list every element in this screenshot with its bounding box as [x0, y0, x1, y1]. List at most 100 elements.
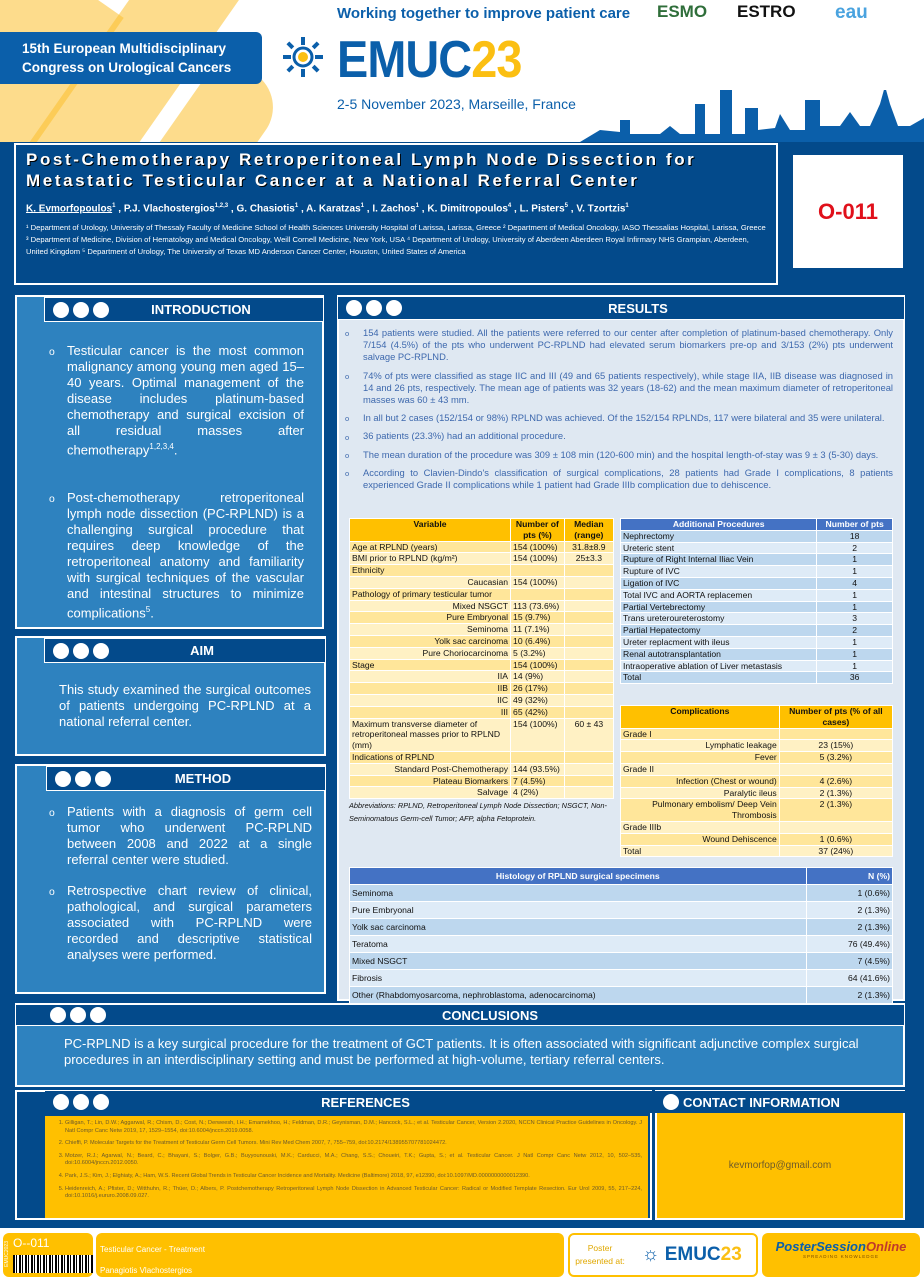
table-row: Total IVC and AORTA replacemen 1 — [619, 588, 893, 602]
count-cell: 5 (3.2%) — [510, 646, 565, 660]
count-cell: 18 — [816, 529, 893, 543]
count-cell: 15 (9.7%) — [510, 611, 565, 625]
procedure-cell: Trans ureteroureterostomy — [619, 612, 818, 626]
complication-cell: Wound Dehiscence — [620, 832, 780, 846]
complication-cell: Infection (Chest or wound) — [620, 774, 780, 788]
procedure-cell: Ureteric stent — [619, 541, 818, 555]
table-row: Grade II — [620, 762, 894, 776]
dot-icon — [663, 1094, 679, 1110]
abbreviations-note: Abbreviations: RPLND, Retroperitoneal Ly… — [349, 801, 607, 824]
table-row: Plateau Biomarkers 7 (4.5%) — [348, 774, 615, 788]
median-cell — [563, 750, 615, 764]
footer-topic: Testicular Cancer - Treatment — [100, 1245, 205, 1254]
event-logo-text: EMUC23 — [337, 31, 522, 89]
count-cell: 4 (2%) — [510, 786, 565, 800]
author-name: A. Karatzas — [306, 203, 361, 215]
postersessiononline-logo[interactable]: PosterSessionOnline SPREADING KNOWLEDGE — [762, 1233, 920, 1277]
count-cell: 154 (100%) — [510, 540, 565, 554]
results-point: 74% of pts were classified as stage IIC … — [345, 370, 893, 407]
table-row: Pure Embryonal 15 (9.7%) — [348, 611, 615, 625]
median-cell — [563, 587, 615, 601]
complication-cell: Grade IIIb — [620, 820, 780, 834]
author-name: V. Tzortzis — [576, 203, 626, 215]
table-row: Lymphatic leakage 23 (15%) — [620, 739, 894, 753]
poster-title: Post-Chemotherapy Retroperitoneal Lymph … — [26, 150, 697, 190]
variable-cell: Salvage — [348, 786, 512, 800]
table-row: Seminoma 11 (7.1%) — [348, 623, 615, 636]
method-panel: METHOD Patients with a diagnosis of germ… — [15, 764, 326, 994]
variable-cell: Pathology of primary testicular tumor — [348, 587, 512, 601]
count-cell: 4 (2.6%) — [778, 774, 894, 788]
author-name: I. Zachos — [372, 203, 416, 215]
variable-cell: Stage — [348, 658, 512, 672]
variable-cell: Standard Post-Chemotherapy — [348, 762, 512, 776]
table-row: Rupture of IVC 1 — [619, 565, 893, 578]
column-header: Number of pts (%) — [510, 518, 565, 542]
count-cell: 64 (41.6%) — [805, 969, 894, 987]
count-cell — [510, 750, 565, 764]
dots-icon — [53, 642, 109, 659]
median-cell — [563, 786, 615, 800]
count-cell: 154 (100%) — [510, 575, 565, 589]
count-cell: 1 — [816, 600, 893, 614]
count-cell: 1 (0.6%) — [805, 884, 894, 902]
table-row: IIA 14 (9%) — [348, 670, 615, 684]
count-cell: 7 (4.5%) — [510, 774, 565, 788]
results-panel: RESULTS 154 patients were studied. All t… — [337, 295, 905, 1004]
table-row: Mixed NSGCT 7 (4.5%) — [349, 952, 894, 970]
variable-cell: Pure Embryonal — [348, 611, 512, 625]
histology-cell: Teratoma — [349, 935, 807, 953]
histology-cell: Yolk sac carcinoma — [349, 918, 807, 936]
table-row: Total 36 — [619, 671, 893, 685]
marseille-skyline-illustration — [580, 90, 924, 142]
count-cell: 23 (15%) — [778, 739, 894, 753]
table-header-row: Histology of RPLND surgical specimens N (… — [349, 867, 894, 885]
count-cell: 7 (4.5%) — [805, 952, 894, 970]
table-row: Pathology of primary testicular tumor — [348, 587, 615, 601]
method-point: Patients with a diagnosis of germ cell t… — [49, 804, 312, 868]
count-cell: 10 (6.4%) — [510, 634, 565, 648]
procedure-cell: Partial Hepatectomy — [619, 624, 818, 637]
count-cell: 26 (17%) — [510, 682, 565, 695]
results-point: According to Clavien-Dindo's classificat… — [345, 467, 893, 491]
table-row: Ligation of IVC 4 — [619, 576, 893, 590]
table-row: Ureteric stent 2 — [619, 541, 893, 555]
reference-item: Gilligan, T.; Lin, D.W.; Aggarwal, R.; C… — [65, 1120, 642, 1135]
contact-panel: CONTACT INFORMATION kevmorfop@gmail.com — [655, 1090, 905, 1220]
variable-cell: IIA — [348, 670, 512, 684]
procedure-cell: Rupture of IVC — [619, 565, 818, 578]
author-affiliation-number: 1 — [294, 203, 299, 209]
median-cell — [563, 774, 615, 788]
procedure-cell: Intraoperative ablation of Liver metasta… — [619, 659, 818, 673]
contact-email[interactable]: kevmorfop@gmail.com — [728, 1160, 832, 1171]
table-row: Paralytic ileus 2 (1.3%) — [620, 786, 894, 800]
intro-point: Post-chemotherapy retroperitoneal lymph … — [49, 490, 304, 621]
reference-list: Gilligan, T.; Lin, D.W.; Aggarwal, R.; C… — [51, 1120, 642, 1201]
conclusions-header: CONCLUSIONS — [15, 1004, 905, 1026]
introduction-header: INTRODUCTION — [44, 297, 324, 322]
histology-cell: Fibrosis — [349, 969, 807, 987]
results-point: 154 patients were studied. All the patie… — [345, 327, 893, 364]
author-affiliation-number: 1,2,3 — [214, 203, 229, 209]
count-cell: 5 (3.2%) — [778, 751, 894, 764]
table-row: Infection (Chest or wound) 4 (2.6%) — [620, 774, 894, 788]
emuc-sun-logo-icon — [283, 37, 323, 77]
variable-cell: Indications of RPLND — [348, 750, 512, 764]
table-row: Renal autotransplantation 1 — [619, 647, 893, 661]
count-cell: 2 — [816, 541, 893, 555]
count-cell: 1 — [816, 553, 893, 567]
aim-header: AIM — [44, 638, 326, 663]
variable-cell: Age at RPLND (years) — [348, 540, 512, 554]
count-cell: 113 (73.6%) — [510, 599, 565, 613]
count-cell: 154 (100%) — [510, 658, 565, 672]
table-row: Yolk sac carcinoma 2 (1.3%) — [349, 918, 894, 936]
table-row: Intraoperative ablation of Liver metasta… — [619, 659, 893, 673]
variable-cell: Maximum transverse diameter of retroperi… — [348, 717, 512, 752]
table-row: Grade IIIb — [620, 820, 894, 834]
references-panel: REFERENCES Gilligan, T.; Lin, D.W.; Agga… — [15, 1090, 652, 1220]
author-affiliation-number: 1 — [625, 203, 629, 209]
count-cell — [510, 587, 565, 601]
introduction-panel: INTRODUCTION Testicular cancer is the mo… — [15, 295, 324, 629]
reference-item: Heidenreich, A.; Pfister, D.; Witthuhn, … — [65, 1186, 642, 1201]
table-row: Partial Hepatectomy 2 — [619, 624, 893, 637]
